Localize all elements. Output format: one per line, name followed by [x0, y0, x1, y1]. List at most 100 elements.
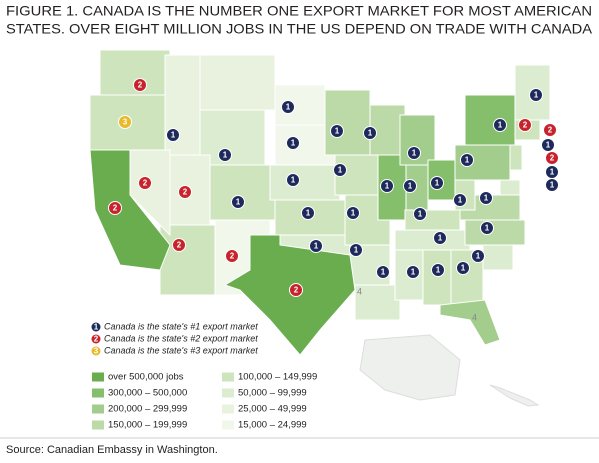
badge-number: 1 [465, 156, 470, 165]
hawaii [489, 384, 540, 407]
badge-number: 1 [291, 139, 296, 148]
legend-swatch [222, 404, 234, 414]
badge [133, 78, 147, 92]
legend-badge-number: 1 [94, 323, 99, 332]
legend-tier: 150,000 – 199,999 [108, 420, 187, 431]
badge [138, 176, 152, 190]
legend-swatch [222, 388, 234, 398]
state [464, 219, 526, 246]
legend-swatch [222, 420, 234, 430]
badge [518, 118, 532, 132]
title-line: FIGURE 1. CANADA IS THE NUMBER ONE EXPOR… [6, 3, 592, 19]
badge [309, 239, 323, 253]
badge-number: 2 [523, 121, 528, 130]
legend-swatch [92, 404, 104, 414]
state [422, 249, 452, 306]
badge [460, 153, 474, 167]
badge [493, 118, 507, 132]
badge [471, 249, 485, 263]
state [324, 89, 371, 156]
legend-badge [91, 346, 101, 356]
badge [543, 123, 557, 137]
legend-tier: 50,000 – 99,999 [238, 388, 307, 399]
alaska [359, 334, 461, 401]
badge-number: 1 [286, 103, 291, 112]
badge-number: 1 [223, 151, 228, 160]
legend-badge-number: 2 [94, 335, 99, 344]
badge [178, 185, 192, 199]
badge-number: 1 [411, 268, 416, 277]
badge [406, 265, 420, 279]
title-line: STATES. OVER EIGHT MILLION JOBS IN THE U… [6, 21, 593, 37]
badge-number: 1 [485, 224, 490, 233]
badge-number: 2 [550, 154, 555, 163]
legend-tier: 200,000 – 299,999 [108, 404, 187, 415]
badge-number: 1 [412, 149, 417, 158]
badge [431, 263, 445, 277]
legend-label: Canada is the state's #2 export market [104, 333, 258, 343]
badge-number: 1 [498, 121, 503, 130]
legend-tier: 100,000 – 149,999 [238, 372, 317, 383]
badge-number: 1 [435, 179, 440, 188]
legend-tier: 25,000 – 49,999 [238, 404, 307, 415]
region-label: 4 [357, 286, 362, 296]
badge-number: 1 [171, 131, 176, 140]
legend-swatch [222, 372, 234, 382]
badge [108, 201, 122, 215]
badge [333, 163, 347, 177]
badge-number: 1 [291, 176, 296, 185]
state [439, 299, 501, 346]
badge [453, 193, 467, 207]
legend-swatch [92, 420, 104, 430]
badge [346, 206, 360, 220]
badge-number: 1 [385, 182, 390, 191]
badge [286, 173, 300, 187]
badge-number: 1 [436, 266, 441, 275]
badge [545, 151, 559, 165]
badge-number: 2 [138, 81, 143, 90]
badge-number: 2 [183, 188, 188, 197]
state [509, 144, 523, 171]
badge-number: 1 [335, 127, 340, 136]
badge [413, 207, 427, 221]
badge-number: 1 [461, 264, 466, 273]
legend-swatch [92, 372, 104, 382]
badge [301, 206, 315, 220]
badge [349, 243, 363, 257]
badge-number: 1 [351, 209, 356, 218]
badge-number: 2 [548, 126, 553, 135]
legend-tier: 15,000 – 24,999 [238, 420, 307, 431]
state [199, 54, 276, 111]
region-label: 4 [472, 312, 477, 322]
legend-tier: 300,000 – 500,000 [108, 388, 187, 399]
badge-number: 1 [368, 129, 373, 138]
badge [330, 124, 344, 138]
state [199, 109, 266, 166]
badge [545, 178, 559, 192]
badge [172, 238, 186, 252]
badge-number: 1 [418, 210, 423, 219]
state [464, 94, 516, 146]
legend-tier: over 500,000 jobs [108, 372, 184, 383]
badge-number: 1 [381, 268, 386, 277]
state [354, 284, 401, 321]
badge-number: 1 [476, 252, 481, 261]
state [159, 224, 216, 296]
badge-number: 1 [236, 198, 241, 207]
badge [225, 249, 239, 263]
badge [480, 221, 494, 235]
badge-number: 1 [306, 209, 311, 218]
badge [529, 88, 543, 102]
badge-number: 2 [230, 252, 235, 261]
badge [407, 146, 421, 160]
badge-number: 1 [458, 196, 463, 205]
state [499, 179, 521, 196]
badge [479, 191, 493, 205]
badge-number: 2 [294, 286, 299, 295]
source: Source: Canadian Embassy in Washington. [6, 444, 218, 456]
badge-number: 1 [550, 181, 555, 190]
badge-number: 1 [338, 166, 343, 175]
state [269, 164, 341, 201]
badge-number: 1 [546, 141, 551, 150]
